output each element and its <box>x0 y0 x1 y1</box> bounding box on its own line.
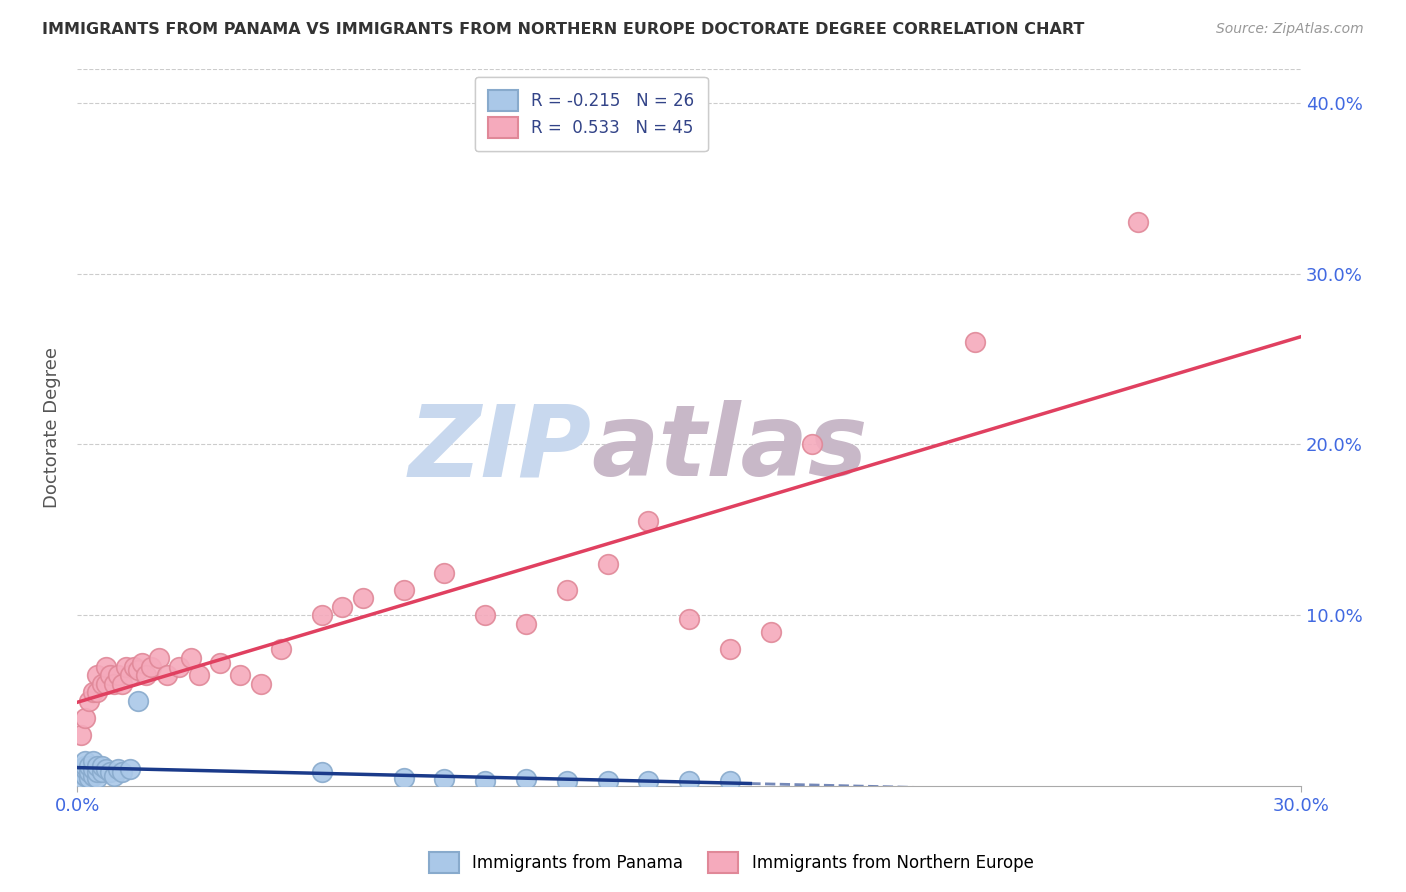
Point <box>148 651 170 665</box>
Point <box>131 656 153 670</box>
Legend: R = -0.215   N = 26, R =  0.533   N = 45: R = -0.215 N = 26, R = 0.533 N = 45 <box>475 77 707 151</box>
Point <box>963 334 986 349</box>
Point <box>75 758 97 772</box>
Point <box>678 774 700 789</box>
Point <box>167 659 190 673</box>
Point <box>86 758 108 772</box>
Point <box>86 765 108 780</box>
Point <box>94 762 117 776</box>
Point <box>79 758 101 772</box>
Point <box>82 762 104 776</box>
Point <box>718 774 741 789</box>
Point <box>188 668 211 682</box>
Text: IMMIGRANTS FROM PANAMA VS IMMIGRANTS FROM NORTHERN EUROPE DOCTORATE DEGREE CORRE: IMMIGRANTS FROM PANAMA VS IMMIGRANTS FRO… <box>42 22 1084 37</box>
Point <box>555 774 578 789</box>
Point <box>249 676 271 690</box>
Legend: Immigrants from Panama, Immigrants from Northern Europe: Immigrants from Panama, Immigrants from … <box>422 846 1040 880</box>
Point <box>208 656 231 670</box>
Point <box>107 762 129 776</box>
Point <box>180 651 202 665</box>
Point <box>311 608 333 623</box>
Point <box>515 772 537 787</box>
Y-axis label: Doctorate Degree: Doctorate Degree <box>44 347 60 508</box>
Point <box>115 659 138 673</box>
Point <box>515 616 537 631</box>
Point <box>111 765 134 780</box>
Point <box>107 668 129 682</box>
Point <box>156 668 179 682</box>
Text: Source: ZipAtlas.com: Source: ZipAtlas.com <box>1216 22 1364 37</box>
Point <box>135 668 157 682</box>
Point <box>800 437 823 451</box>
Point <box>70 762 93 776</box>
Point <box>94 676 117 690</box>
Point <box>82 754 104 768</box>
Point <box>86 668 108 682</box>
Point <box>103 769 125 783</box>
Point <box>82 685 104 699</box>
Text: ZIP: ZIP <box>408 401 591 498</box>
Point <box>98 765 121 780</box>
Point <box>139 659 162 673</box>
Point <box>637 514 659 528</box>
Point <box>70 765 93 780</box>
Point <box>75 762 97 776</box>
Point <box>759 625 782 640</box>
Point <box>120 668 142 682</box>
Point <box>103 676 125 690</box>
Point <box>596 557 619 571</box>
Point <box>718 642 741 657</box>
Point <box>90 765 112 780</box>
Point <box>596 774 619 789</box>
Point <box>75 754 97 768</box>
Point <box>127 663 149 677</box>
Point <box>70 771 93 785</box>
Point <box>90 676 112 690</box>
Point <box>94 659 117 673</box>
Point <box>82 769 104 783</box>
Point <box>392 771 415 785</box>
Point <box>79 771 101 785</box>
Point <box>70 728 93 742</box>
Point <box>311 765 333 780</box>
Point <box>75 711 97 725</box>
Point <box>90 758 112 772</box>
Point <box>1126 215 1149 229</box>
Point <box>111 676 134 690</box>
Point <box>79 765 101 780</box>
Point <box>75 769 97 783</box>
Point <box>474 608 496 623</box>
Point <box>555 582 578 597</box>
Point <box>474 774 496 789</box>
Point <box>122 659 145 673</box>
Point <box>86 685 108 699</box>
Point <box>98 668 121 682</box>
Point <box>120 762 142 776</box>
Point <box>127 694 149 708</box>
Point <box>352 591 374 606</box>
Point <box>392 582 415 597</box>
Point <box>433 772 456 787</box>
Point <box>678 612 700 626</box>
Point <box>229 668 252 682</box>
Point <box>637 774 659 789</box>
Point <box>433 566 456 580</box>
Text: atlas: atlas <box>591 401 868 498</box>
Point <box>270 642 292 657</box>
Point <box>86 771 108 785</box>
Point <box>79 694 101 708</box>
Point <box>330 599 353 614</box>
